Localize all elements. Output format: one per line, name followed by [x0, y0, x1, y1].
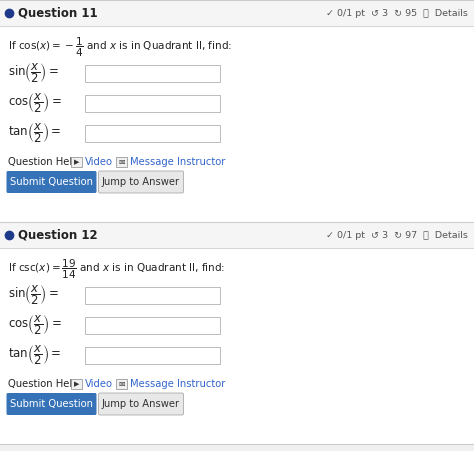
FancyBboxPatch shape: [99, 393, 183, 415]
FancyBboxPatch shape: [85, 286, 220, 304]
Text: $\cos\!\left(\dfrac{x}{2}\right) =$: $\cos\!\left(\dfrac{x}{2}\right) =$: [8, 91, 62, 115]
FancyBboxPatch shape: [117, 378, 128, 388]
Text: $\sin\!\left(\dfrac{x}{2}\right) =$: $\sin\!\left(\dfrac{x}{2}\right) =$: [8, 61, 59, 85]
FancyBboxPatch shape: [0, 222, 474, 444]
Text: Question Help:: Question Help:: [8, 379, 82, 389]
Text: ▶: ▶: [74, 381, 80, 387]
Text: $\sin\!\left(\dfrac{x}{2}\right) =$: $\sin\!\left(\dfrac{x}{2}\right) =$: [8, 283, 59, 307]
Text: $\tan\!\left(\dfrac{x}{2}\right) =$: $\tan\!\left(\dfrac{x}{2}\right) =$: [8, 343, 61, 367]
FancyBboxPatch shape: [85, 346, 220, 364]
Text: ▶: ▶: [74, 159, 80, 165]
FancyBboxPatch shape: [72, 156, 82, 166]
Text: Jump to Answer: Jump to Answer: [102, 177, 180, 187]
Text: $\cos\!\left(\dfrac{x}{2}\right) =$: $\cos\!\left(\dfrac{x}{2}\right) =$: [8, 313, 62, 337]
FancyBboxPatch shape: [72, 378, 82, 388]
Text: $\tan\!\left(\dfrac{x}{2}\right) =$: $\tan\!\left(\dfrac{x}{2}\right) =$: [8, 121, 61, 145]
FancyBboxPatch shape: [85, 124, 220, 142]
Text: Submit Question: Submit Question: [10, 399, 93, 409]
Text: If $\cos(x) = -\dfrac{1}{4}$ and $x$ is in Quadrant II, find:: If $\cos(x) = -\dfrac{1}{4}$ and $x$ is …: [8, 35, 232, 59]
Text: Question Help:: Question Help:: [8, 157, 82, 167]
Text: Message Instructor: Message Instructor: [130, 157, 225, 167]
FancyBboxPatch shape: [0, 0, 474, 222]
FancyBboxPatch shape: [85, 95, 220, 111]
Text: ✓ 0/1 pt  ↺ 3  ↻ 95  ⓘ  Details: ✓ 0/1 pt ↺ 3 ↻ 95 ⓘ Details: [326, 9, 468, 18]
Text: Video: Video: [85, 379, 113, 389]
FancyBboxPatch shape: [7, 393, 97, 415]
Text: Jump to Answer: Jump to Answer: [102, 399, 180, 409]
FancyBboxPatch shape: [85, 317, 220, 333]
Text: ✉: ✉: [119, 157, 125, 166]
FancyBboxPatch shape: [0, 0, 474, 26]
Text: If $\csc(x) = \dfrac{19}{14}$ and $x$ is in Quadrant II, find:: If $\csc(x) = \dfrac{19}{14}$ and $x$ is…: [8, 258, 225, 281]
Text: ✉: ✉: [119, 379, 125, 388]
FancyBboxPatch shape: [99, 171, 183, 193]
Text: ✓ 0/1 pt  ↺ 3  ↻ 97  ⓘ  Details: ✓ 0/1 pt ↺ 3 ↻ 97 ⓘ Details: [326, 230, 468, 239]
FancyBboxPatch shape: [117, 156, 128, 166]
Text: Video: Video: [85, 157, 113, 167]
FancyBboxPatch shape: [7, 171, 97, 193]
Text: Question 11: Question 11: [18, 6, 98, 19]
Text: Message Instructor: Message Instructor: [130, 379, 225, 389]
FancyBboxPatch shape: [0, 222, 474, 248]
Text: Question 12: Question 12: [18, 229, 98, 241]
Text: Submit Question: Submit Question: [10, 177, 93, 187]
FancyBboxPatch shape: [85, 64, 220, 82]
